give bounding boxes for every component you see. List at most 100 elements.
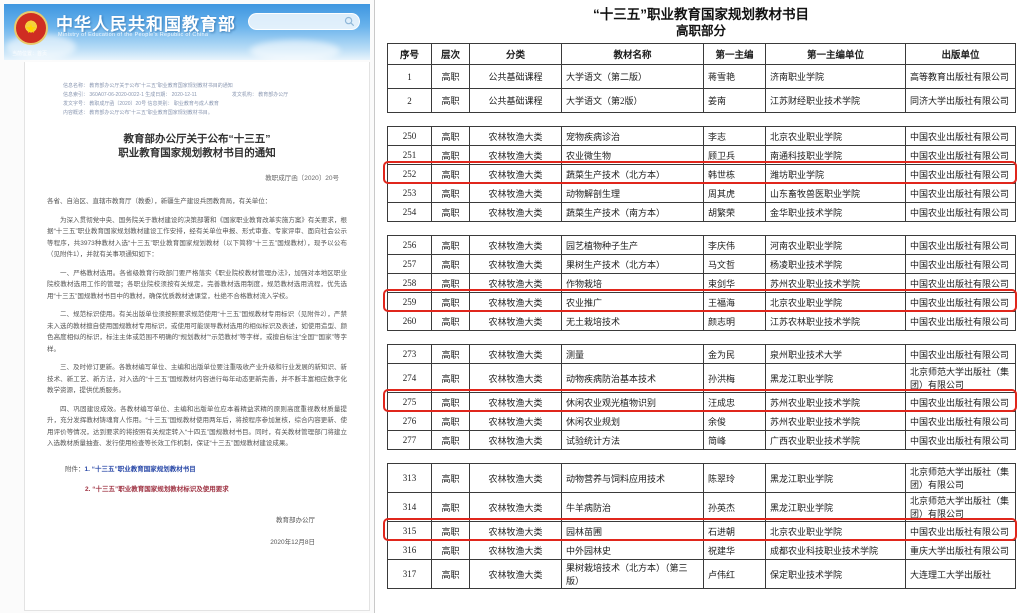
table-cell: 高职	[431, 540, 470, 560]
textbook-table-panel: “十三五”职业教育国家规划教材书目 高职部分 序号 层次 分类 教材名称 第一主编 第一主…	[375, 0, 1023, 613]
table-row: 253 高职 农林牧渔大类 动物解剖生理 周其虎 山东畜牧兽医职业学院 中国农业出版社有限公…	[387, 183, 1016, 203]
attachment-line: 附件：1. “十三五”职业教育国家规划教材书目	[65, 460, 347, 480]
doc-paragraph: 一、严格教材选用。各省级教育行政部门要严格落实《职业院校教材管理办法》，加强对本…	[47, 269, 347, 300]
table-row: 251 高职 农林牧渔大类 农业微生物 顾卫兵 南通科技职业学院 中国农业出版社有限公司	[387, 145, 1016, 165]
table-cell: 高职	[431, 273, 470, 293]
table-cell: 276	[387, 411, 432, 431]
table-cell: 农林牧渔大类	[469, 126, 562, 146]
table-groups: 序号 层次 分类 教材名称 第一主编 第一主编单位 出版单位 1 高职 公共基础课程 大学语文（第二…	[383, 43, 1017, 589]
table-cell: 山东畜牧兽医职业学院	[765, 183, 906, 203]
table-cell: 休闲农业规划	[561, 411, 704, 431]
table-cell: 测量	[561, 344, 704, 364]
table-cell: 中国农业出版社有限公司	[905, 145, 1016, 165]
column-header: 出版单位	[905, 43, 1016, 65]
table-cell: 汪成忠	[703, 392, 766, 412]
table-cell: 苏州农业职业技术学院	[765, 392, 906, 412]
table-subtitle: 高职部分	[675, 24, 726, 38]
signature-date: 2020年12月8日	[270, 538, 315, 546]
table-cell: 315	[387, 521, 432, 541]
table-cell: 高等教育出版社有限公司	[905, 64, 1016, 89]
table-cell: 273	[387, 344, 432, 364]
moe-document-panel: ★ 中华人民共和国教育部 Ministry of Education of th…	[0, 0, 375, 613]
table-cell: 简峰	[703, 430, 766, 450]
breadcrumb[interactable]: 当前位置：首页	[12, 51, 48, 57]
table-cell: 高职	[431, 411, 470, 431]
table-cell: 高职	[431, 292, 470, 312]
table-cell: 陈翠玲	[703, 463, 766, 493]
search-input[interactable]	[248, 13, 360, 30]
table-cell: 胡繁荣	[703, 202, 766, 222]
table-cell: 高职	[431, 145, 470, 165]
meta-line: 发文字号： 教职成厅函〔2020〕20号 信息类别： 职业教育与成人教育	[63, 101, 219, 107]
table-header-row: 序号 层次 分类 教材名称 第一主编 第一主编单位 出版单位	[387, 43, 1016, 65]
column-header: 序号	[387, 43, 432, 65]
attachments-label: 附件：	[65, 465, 85, 473]
table-cell: 祝建华	[703, 540, 766, 560]
table-cell: 动物营养与饲料应用技术	[561, 463, 704, 493]
table-cell: 公共基础课程	[469, 64, 562, 89]
table-cell: 济南职业学院	[765, 64, 906, 89]
table-cell: 274	[387, 363, 432, 393]
table-row: 316 高职 农林牧渔大类 中外园林史 祝建华 成都农业科技职业技术学院 重庆大学出版社有限…	[387, 540, 1016, 560]
doc-number: 教职成厅函〔2020〕20号	[265, 175, 339, 182]
table-cell: 高职	[431, 164, 470, 184]
table-cell: 高职	[431, 463, 470, 493]
doc-salutation: 各省、自治区、直辖市教育厅（教委），新疆生产建设兵团教育局，有关单位：	[47, 198, 272, 205]
table-cell: 孙洪梅	[703, 363, 766, 393]
table-cell: 中国农业出版社有限公司	[905, 311, 1016, 331]
table-group: 273 高职 农林牧渔大类 测量 金为民 泉州职业技术大学 中国农业出版社有限公司 274 高职…	[383, 344, 1017, 450]
table-cell: 蔬菜生产技术（北方本）	[561, 164, 704, 184]
table-row: 1 高职 公共基础课程 大学语文（第二版） 蒋雪艳 济南职业学院 高等教育出版社有限公司	[387, 64, 1016, 89]
table-cell: 高职	[431, 202, 470, 222]
table-cell: 农林牧渔大类	[469, 463, 562, 493]
table-cell: 金为民	[703, 344, 766, 364]
table-cell: 高职	[431, 254, 470, 274]
table-cell: 2	[387, 88, 432, 113]
site-banner: ★ 中华人民共和国教育部 Ministry of Education of th…	[4, 4, 370, 62]
table-cell: 农业微生物	[561, 145, 704, 165]
table-cell: 余俊	[703, 411, 766, 431]
attachment-link-2[interactable]: 2. “十三五”职业教育国家规划教材标识及使用要求	[85, 485, 229, 493]
textbook-table: 250 高职 农林牧渔大类 宠物疾病诊治 李志 北京农业职业学院 中国农业出版社有限公司 25…	[387, 126, 1016, 222]
table-row: 258 高职 农林牧渔大类 作物栽培 束剑华 苏州农业职业技术学院 中国农业出版社有限公司	[387, 273, 1016, 293]
doc-title-line1: 教育部办公厅关于公布“十三五”	[123, 133, 271, 145]
table-cell: 石进朝	[703, 521, 766, 541]
signature-org: 教育部办公厅	[276, 516, 315, 524]
table-row: 275 高职 农林牧渔大类 休闲农业观光植物识别 汪成忠 苏州农业职业技术学院 中国农业出版…	[387, 392, 1016, 412]
table-cell: 高职	[431, 344, 470, 364]
table-cell: 中国农业出版社有限公司	[905, 126, 1016, 146]
table-cell: 农林牧渔大类	[469, 559, 562, 589]
table-cell: 农林牧渔大类	[469, 254, 562, 274]
table-cell: 中国农业出版社有限公司	[905, 254, 1016, 274]
table-cell: 258	[387, 273, 432, 293]
national-emblem-icon: ★	[14, 11, 48, 45]
table-cell: 农业推广	[561, 292, 704, 312]
column-header: 教材名称	[561, 43, 704, 65]
table-cell: 同济大学出版社有限公司	[905, 88, 1016, 113]
table-cell: 259	[387, 292, 432, 312]
table-cell: 马文哲	[703, 254, 766, 274]
attachments: 附件：1. “十三五”职业教育国家规划教材书目 2. “十三五”职业教育国家规划教…	[65, 460, 347, 500]
doc-body: 各省、自治区、直辖市教育厅（教委），新疆生产建设兵团教育局，有关单位： 为深入贯…	[47, 196, 347, 450]
attachment-link-1[interactable]: 1. “十三五”职业教育国家规划教材书目	[84, 465, 196, 473]
table-row: 2 高职 公共基础课程 大学语文（第2版） 姜南 江苏财经职业技术学院 同济大学出版社有限公…	[387, 88, 1016, 113]
table-cell: 李庆伟	[703, 235, 766, 255]
table-cell: 苏州农业职业技术学院	[765, 411, 906, 431]
table-cell: 高职	[431, 311, 470, 331]
doc-meta: 信息名称： 教育部办公厅关于公布“十三五”职业教育国家规划教材书目的通知 信息索引…	[63, 82, 343, 118]
table-cell: 王福海	[703, 292, 766, 312]
doc-paragraph: 二、规范标识使用。有关出版单位须按照要求规范使用“十三五”国规教材专用标识（见附…	[47, 311, 347, 353]
table-cell: 束剑华	[703, 273, 766, 293]
textbook-table: 256 高职 农林牧渔大类 园艺植物种子生产 李庆伟 河南农业职业学院 中国农业出版社有限公…	[387, 235, 1016, 331]
table-row: 273 高职 农林牧渔大类 测量 金为民 泉州职业技术大学 中国农业出版社有限公司	[387, 344, 1016, 364]
table-cell: 高职	[431, 183, 470, 203]
textbook-table: 序号 层次 分类 教材名称 第一主编 第一主编单位 出版单位 1 高职 公共基础课程 大学语文（第二…	[387, 43, 1016, 113]
table-cell: 宠物疾病诊治	[561, 126, 704, 146]
table-cell: 北京师范大学出版社（集团）有限公司	[905, 492, 1016, 522]
table-cell: 苏州农业职业技术学院	[765, 273, 906, 293]
table-cell: 中外园林史	[561, 540, 704, 560]
table-cell: 农林牧渔大类	[469, 411, 562, 431]
table-cell: 275	[387, 392, 432, 412]
search-icon[interactable]	[344, 16, 355, 27]
